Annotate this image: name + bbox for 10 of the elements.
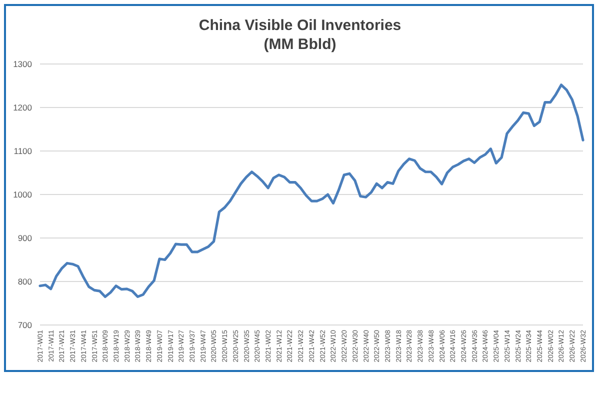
y-tick-label: 1300 [13, 58, 32, 69]
line-series [38, 84, 584, 298]
y-tick-label: 1200 [13, 102, 32, 112]
y-tick-label: 700 [18, 320, 32, 330]
y-tick-label: 1000 [13, 189, 32, 200]
chart-subtitle: (MM Bbld) [264, 36, 336, 53]
y-tick-label: 1100 [14, 146, 32, 156]
chart-title: China Visible Oil Inventories [198, 17, 402, 34]
y-tick-label: 800 [18, 276, 32, 286]
y-tick-label: 900 [18, 232, 32, 243]
